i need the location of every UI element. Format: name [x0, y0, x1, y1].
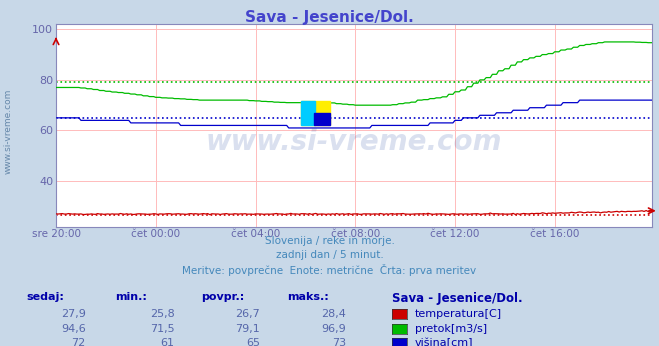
Text: 26,7: 26,7 [235, 309, 260, 319]
Text: 94,6: 94,6 [61, 324, 86, 334]
Text: zadnji dan / 5 minut.: zadnji dan / 5 minut. [275, 250, 384, 260]
Text: 61: 61 [161, 338, 175, 346]
Text: 72: 72 [71, 338, 86, 346]
Text: www.si-vreme.com: www.si-vreme.com [206, 128, 502, 156]
Text: povpr.:: povpr.: [201, 292, 244, 302]
Text: 27,9: 27,9 [61, 309, 86, 319]
Text: pretok[m3/s]: pretok[m3/s] [415, 324, 486, 334]
Text: 73: 73 [332, 338, 346, 346]
Text: maks.:: maks.: [287, 292, 328, 302]
Text: temperatura[C]: temperatura[C] [415, 309, 501, 319]
FancyBboxPatch shape [301, 101, 316, 126]
Text: višina[cm]: višina[cm] [415, 338, 473, 346]
Text: min.:: min.: [115, 292, 147, 302]
Text: sedaj:: sedaj: [26, 292, 64, 302]
Text: 79,1: 79,1 [235, 324, 260, 334]
FancyBboxPatch shape [301, 101, 330, 126]
Text: Meritve: povprečne  Enote: metrične  Črta: prva meritev: Meritve: povprečne Enote: metrične Črta:… [183, 264, 476, 276]
Text: 28,4: 28,4 [321, 309, 346, 319]
FancyBboxPatch shape [314, 113, 330, 126]
Text: 96,9: 96,9 [321, 324, 346, 334]
Text: 65: 65 [246, 338, 260, 346]
Text: Sava - Jesenice/Dol.: Sava - Jesenice/Dol. [392, 292, 523, 306]
Text: www.si-vreme.com: www.si-vreme.com [3, 89, 13, 174]
Text: 71,5: 71,5 [150, 324, 175, 334]
Text: 25,8: 25,8 [150, 309, 175, 319]
Text: Slovenija / reke in morje.: Slovenija / reke in morje. [264, 236, 395, 246]
Text: Sava - Jesenice/Dol.: Sava - Jesenice/Dol. [245, 10, 414, 25]
